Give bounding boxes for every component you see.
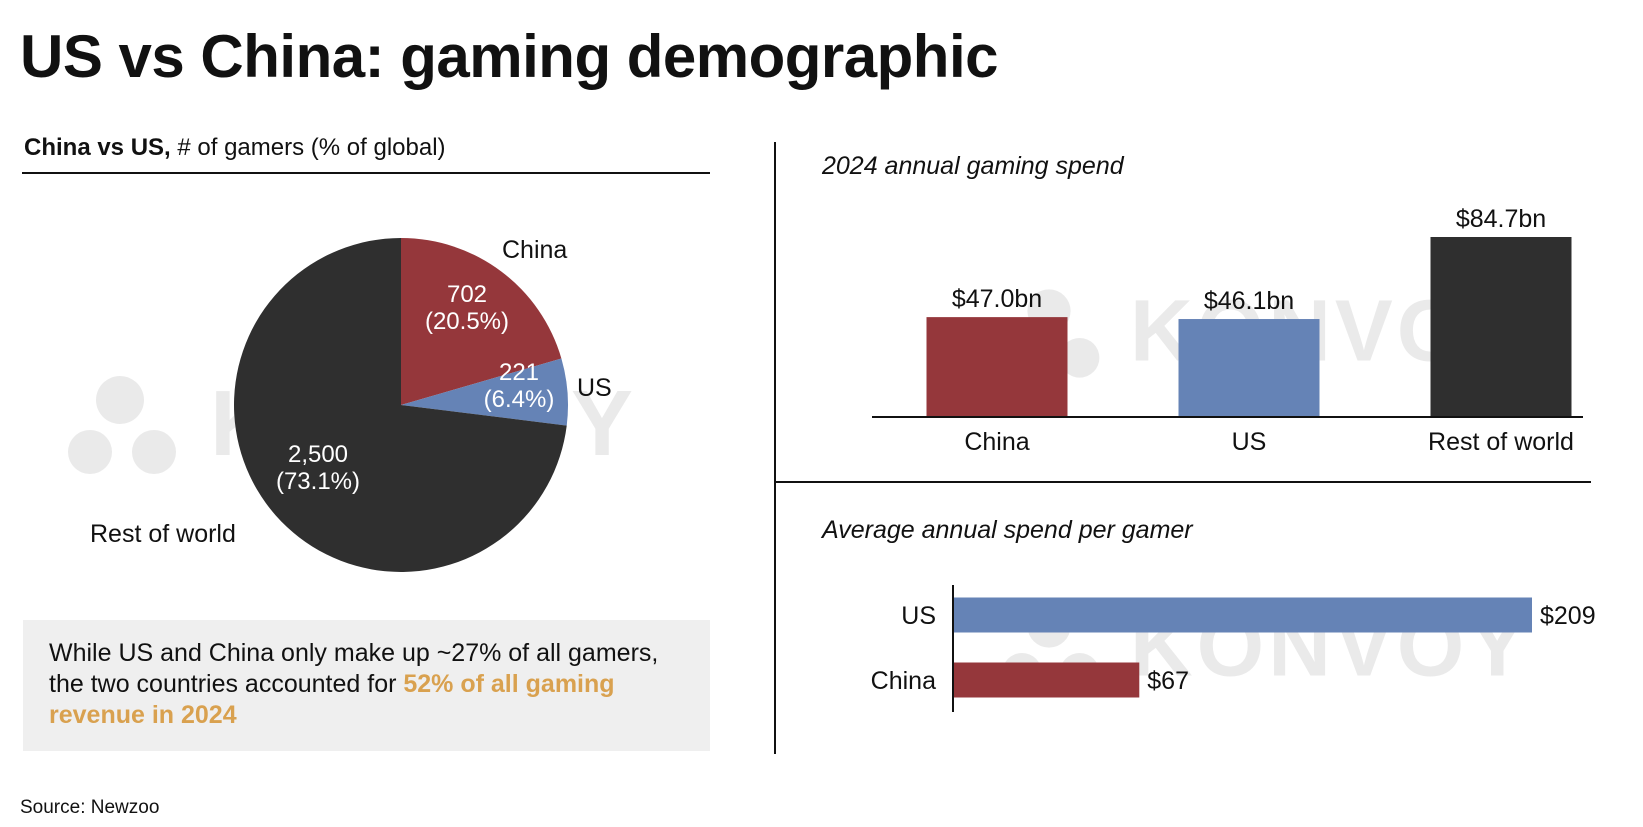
pie-slice-us	[401, 358, 568, 426]
pie-title-bold: China vs US,	[24, 134, 171, 161]
watermark-mark	[96, 376, 144, 424]
pie-value-label-rest-of-world: 2,500	[288, 441, 348, 468]
source-note: Source: Newzoo	[20, 797, 160, 818]
callout-highlight: 52% of all gaming revenue in 2024	[49, 670, 615, 729]
pie-value-label-us: 221	[499, 359, 539, 386]
pie-chart-title: China vs US, # of gamers (% of global)	[24, 134, 446, 162]
bar-us	[1178, 319, 1320, 417]
hbar-category-label-china: China	[871, 667, 936, 695]
pie-title-rest: # of gamers (% of global)	[170, 134, 446, 161]
pie-category-label-china: China	[502, 236, 567, 264]
pie-category-label-rest-of-world: Rest of world	[90, 520, 236, 548]
bar-value-label-rest-of-world: $84.7bn	[1456, 205, 1546, 233]
per-gamer-chart-title: Average annual spend per gamer	[822, 516, 1193, 544]
pie-pct-label-us: (6.4%)	[484, 386, 555, 413]
pie-pct-label-rest-of-world: (73.1%)	[276, 468, 360, 495]
pie-chart: 702(20.5%) 221(6.4%) 2,500(73.1%) China US Re…	[90, 236, 612, 572]
per-gamer-bar-chart: US $209 China $67	[871, 585, 1596, 712]
insight-callout: While US and China only make up ~27% of …	[23, 620, 710, 751]
page-title: US vs China: gaming demographic	[20, 23, 999, 90]
bar-category-label-rest-of-world: Rest of world	[1428, 428, 1574, 456]
spend-chart-title: 2024 annual gaming spend	[822, 152, 1124, 180]
pie-slice-china	[401, 238, 562, 405]
watermark-mark	[1059, 338, 1100, 378]
hbar-category-label-us: US	[901, 602, 936, 630]
hbar-us	[954, 597, 1532, 633]
pie-value-label-china: 702	[447, 281, 487, 308]
hbar-value-label-china: $67	[1147, 667, 1189, 695]
hbar-china	[954, 662, 1140, 698]
hbar-value-label-us: $209	[1540, 602, 1596, 630]
watermark-mark	[68, 430, 112, 474]
spend-bar-chart: $47.0bn China $46.1bn US $84.7bn Rest of worl…	[872, 205, 1583, 456]
pie-category-label-us: US	[577, 374, 612, 402]
horizontal-divider	[774, 481, 1591, 483]
vertical-divider	[774, 142, 776, 754]
pie-pct-label-china: (20.5%)	[425, 308, 509, 335]
bar-china	[926, 317, 1068, 417]
watermark-mark	[132, 430, 176, 474]
callout-text: While US and China only make up ~27% of …	[49, 639, 659, 698]
pie-header-rule	[22, 172, 710, 174]
bar-category-label-china: China	[964, 428, 1029, 456]
bar-value-label-us: $46.1bn	[1204, 287, 1294, 315]
bar-value-label-china: $47.0bn	[952, 285, 1042, 313]
pie-slice-rest-of-world	[234, 238, 567, 572]
bar-category-label-us: US	[1232, 428, 1267, 456]
bar-rest-of-world	[1430, 237, 1572, 417]
